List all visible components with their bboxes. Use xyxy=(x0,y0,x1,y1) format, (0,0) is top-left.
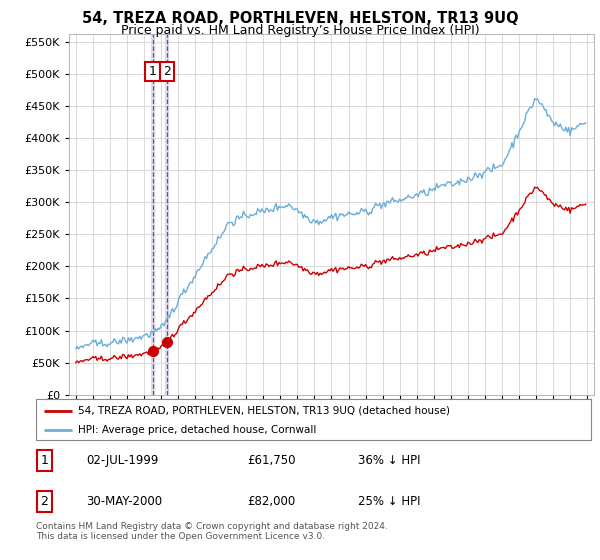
Text: Price paid vs. HM Land Registry’s House Price Index (HPI): Price paid vs. HM Land Registry’s House … xyxy=(121,24,479,36)
Text: 2: 2 xyxy=(40,495,48,508)
Text: 36% ↓ HPI: 36% ↓ HPI xyxy=(358,454,421,467)
Text: £61,750: £61,750 xyxy=(247,454,295,467)
Text: 54, TREZA ROAD, PORTHLEVEN, HELSTON, TR13 9UQ (detached house): 54, TREZA ROAD, PORTHLEVEN, HELSTON, TR1… xyxy=(77,405,449,416)
Bar xyxy=(151,34,154,395)
Text: 30-MAY-2000: 30-MAY-2000 xyxy=(86,495,162,508)
Bar xyxy=(166,34,168,395)
Text: 1: 1 xyxy=(149,65,157,78)
Text: 54, TREZA ROAD, PORTHLEVEN, HELSTON, TR13 9UQ: 54, TREZA ROAD, PORTHLEVEN, HELSTON, TR1… xyxy=(82,11,518,26)
Text: 02-JUL-1999: 02-JUL-1999 xyxy=(86,454,158,467)
Text: Contains HM Land Registry data © Crown copyright and database right 2024.
This d: Contains HM Land Registry data © Crown c… xyxy=(36,522,388,542)
Text: 2: 2 xyxy=(163,65,170,78)
Text: HPI: Average price, detached house, Cornwall: HPI: Average price, detached house, Corn… xyxy=(77,424,316,435)
Text: 1: 1 xyxy=(40,454,48,467)
Text: 25% ↓ HPI: 25% ↓ HPI xyxy=(358,495,421,508)
Text: £82,000: £82,000 xyxy=(247,495,295,508)
